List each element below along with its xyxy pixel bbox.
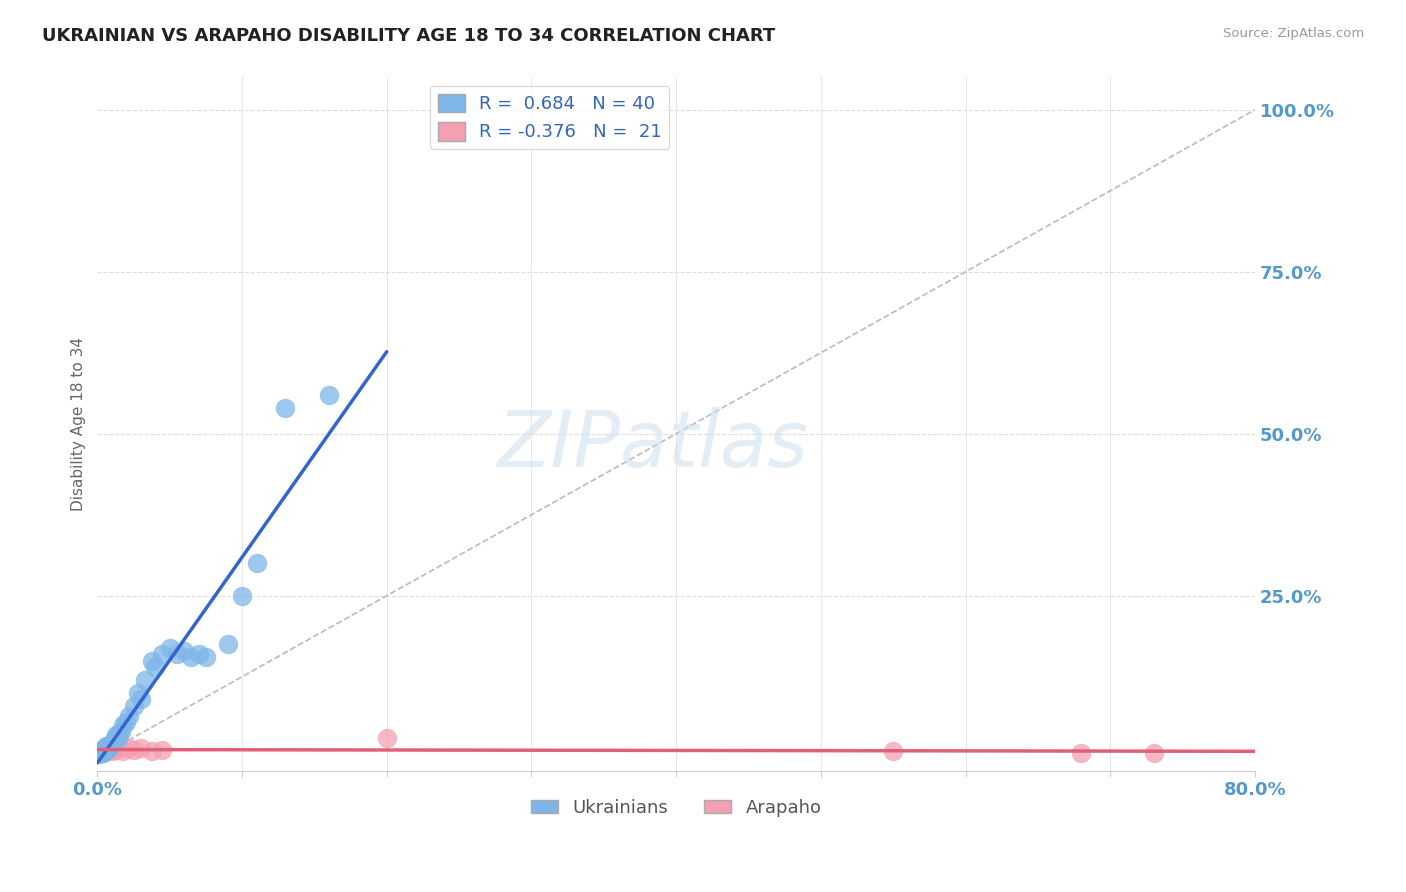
Point — [108, 741, 131, 756]
Point — [122, 698, 145, 713]
Point — [274, 401, 297, 415]
Point — [1070, 746, 1092, 760]
Point — [122, 743, 145, 757]
Point — [129, 692, 152, 706]
Point — [103, 734, 125, 748]
Point — [94, 739, 117, 753]
Point — [96, 743, 118, 757]
Point — [217, 637, 239, 651]
Point — [127, 686, 149, 700]
Point — [97, 738, 120, 752]
Point — [90, 744, 112, 758]
Point — [141, 744, 163, 758]
Point — [129, 741, 152, 756]
Point — [143, 660, 166, 674]
Text: ZIPatlas: ZIPatlas — [498, 407, 808, 483]
Point — [112, 718, 135, 732]
Point — [173, 644, 195, 658]
Point — [100, 739, 122, 753]
Legend: Ukrainians, Arapaho: Ukrainians, Arapaho — [523, 791, 828, 824]
Point — [89, 746, 111, 760]
Point — [180, 650, 202, 665]
Point — [104, 743, 127, 757]
Point — [90, 743, 112, 757]
Point — [107, 731, 129, 746]
Point — [104, 731, 127, 746]
Point — [375, 731, 398, 746]
Point — [118, 708, 141, 723]
Point — [96, 743, 118, 757]
Point — [91, 746, 114, 760]
Point — [231, 589, 253, 603]
Point — [90, 743, 112, 757]
Point — [141, 654, 163, 668]
Point — [110, 724, 132, 739]
Point — [93, 741, 115, 756]
Point — [318, 388, 340, 402]
Point — [1142, 746, 1164, 760]
Point — [97, 741, 120, 756]
Point — [94, 744, 117, 758]
Point — [112, 744, 135, 758]
Point — [87, 747, 110, 762]
Point — [159, 640, 181, 655]
Point — [101, 736, 124, 750]
Point — [134, 673, 156, 687]
Point — [93, 744, 115, 758]
Point — [97, 741, 120, 756]
Point — [89, 746, 111, 760]
Point — [93, 741, 115, 756]
Point — [91, 746, 114, 760]
Point — [166, 647, 188, 661]
Point — [882, 744, 904, 758]
Point — [187, 647, 209, 661]
Point — [245, 557, 267, 571]
Point — [115, 715, 138, 730]
Point — [87, 744, 110, 758]
Point — [105, 728, 128, 742]
Point — [152, 743, 174, 757]
Point — [108, 726, 131, 740]
Point — [101, 744, 124, 758]
Y-axis label: Disability Age 18 to 34: Disability Age 18 to 34 — [72, 337, 86, 511]
Point — [194, 650, 217, 665]
Point — [152, 647, 174, 661]
Text: UKRAINIAN VS ARAPAHO DISABILITY AGE 18 TO 34 CORRELATION CHART: UKRAINIAN VS ARAPAHO DISABILITY AGE 18 T… — [42, 27, 776, 45]
Text: Source: ZipAtlas.com: Source: ZipAtlas.com — [1223, 27, 1364, 40]
Point — [118, 741, 141, 756]
